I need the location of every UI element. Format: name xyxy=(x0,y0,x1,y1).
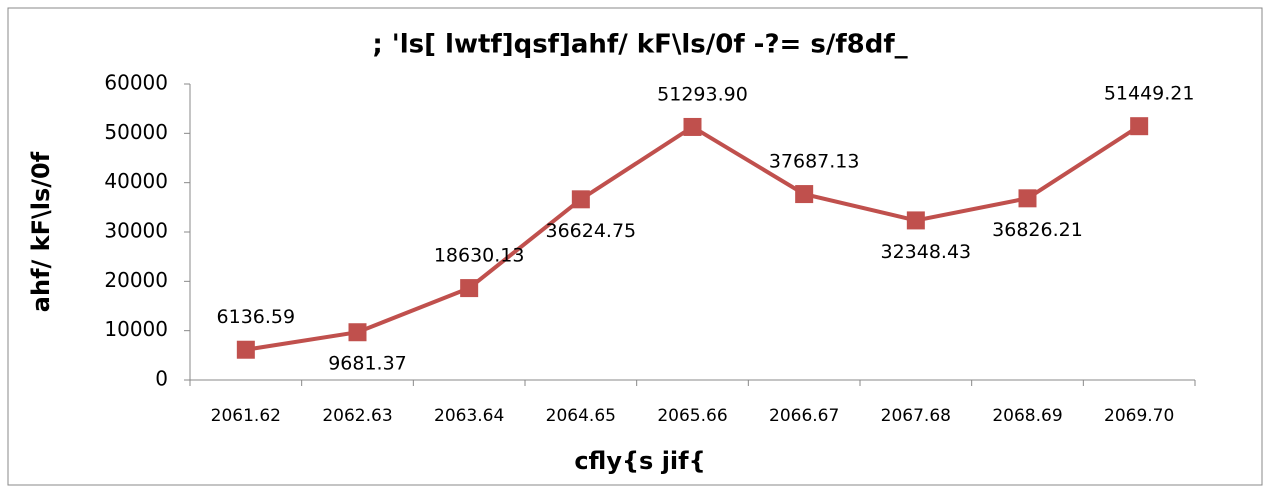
chart-frame xyxy=(7,7,1263,486)
x-tick-label: 2068.69 xyxy=(992,406,1062,426)
y-tick-label: 0 xyxy=(155,367,168,391)
x-tick-label: 2069.70 xyxy=(1104,406,1174,426)
x-tick-label: 2061.62 xyxy=(211,406,281,426)
marker xyxy=(460,279,479,298)
y-tick-label: 10000 xyxy=(104,317,168,341)
data-label: 9681.37 xyxy=(328,353,407,375)
marker xyxy=(236,340,255,359)
x-tick-label: 2065.66 xyxy=(657,406,727,426)
y-tick-label: 20000 xyxy=(104,268,168,292)
x-tick-label: 2067.68 xyxy=(881,406,951,426)
chart-title: ; 'ls[ lwtf]qsf]ahf/ kF\ls/0f -?= s/f8df… xyxy=(372,30,907,60)
x-axis-label: cfly{s jif{ xyxy=(574,447,705,475)
marker xyxy=(795,185,814,204)
x-tick-label: 2062.63 xyxy=(322,406,392,426)
y-tick-label: 60000 xyxy=(104,71,168,95)
marker xyxy=(906,211,925,230)
data-label: 36826.21 xyxy=(992,219,1083,241)
data-label: 6136.59 xyxy=(217,306,296,328)
marker xyxy=(1130,117,1149,136)
data-label: 37687.13 xyxy=(769,151,860,173)
marker xyxy=(1018,189,1037,208)
marker xyxy=(683,117,702,136)
data-label: 32348.43 xyxy=(880,241,971,263)
x-tick-label: 2064.65 xyxy=(546,406,616,426)
x-tick-label: 2063.64 xyxy=(434,406,504,426)
data-label: 36624.75 xyxy=(545,220,636,242)
y-tick-label: 40000 xyxy=(104,169,168,193)
data-label: 18630.13 xyxy=(434,245,525,267)
data-label: 51293.90 xyxy=(657,83,748,105)
y-tick-label: 30000 xyxy=(104,219,168,243)
marker xyxy=(571,190,590,209)
data-label: 51449.21 xyxy=(1104,83,1195,105)
y-axis-label: ahf/ kF\ls/0f xyxy=(27,151,55,312)
y-tick-label: 50000 xyxy=(104,120,168,144)
marker xyxy=(348,323,367,342)
x-tick-label: 2066.67 xyxy=(769,406,839,426)
